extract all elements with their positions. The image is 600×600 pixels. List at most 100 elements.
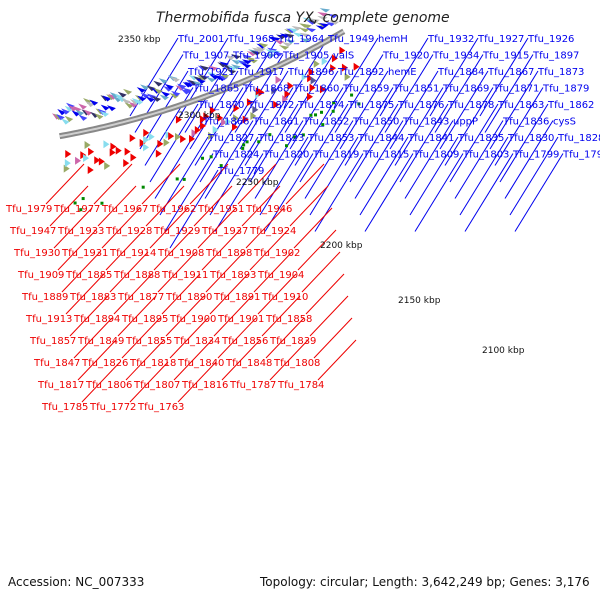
gene-label[interactable]: Tfu_1869 bbox=[442, 84, 489, 95]
gene-label[interactable]: Tfu_1897 bbox=[532, 51, 579, 62]
gene-label[interactable]: Tfu_1872 bbox=[247, 100, 294, 111]
gene-label[interactable]: Tfu_1929 bbox=[153, 226, 200, 237]
gene-label[interactable]: valS bbox=[333, 51, 354, 62]
gene-label[interactable]: Tfu_1909 bbox=[17, 270, 64, 281]
gene-label[interactable]: Tfu_1946 bbox=[245, 204, 292, 215]
gene-label[interactable]: Tfu_1850 bbox=[352, 117, 399, 128]
gene-label[interactable]: Tfu_1968 bbox=[227, 34, 274, 45]
gene-label[interactable]: Tfu_1927 bbox=[477, 34, 524, 45]
gene-label[interactable]: Tfu_1859 bbox=[342, 84, 389, 95]
gene-label[interactable]: Tfu_1977 bbox=[53, 204, 100, 215]
gene-label[interactable]: Tfu_2001 bbox=[177, 34, 224, 45]
gene-label[interactable]: Tfu_1896 bbox=[287, 67, 334, 78]
gene-label[interactable]: Tfu_1871 bbox=[492, 84, 539, 95]
gene-label[interactable]: Tfu_1855 bbox=[125, 336, 172, 347]
gene-label[interactable]: Tfu_1763 bbox=[137, 402, 184, 413]
gene-label[interactable]: Tfu_1895 bbox=[121, 314, 168, 325]
gene-label[interactable]: Tfu_1934 bbox=[432, 51, 479, 62]
gene-label[interactable]: Tfu_1799 bbox=[512, 150, 559, 161]
gene-label[interactable]: Tfu_1890 bbox=[165, 292, 212, 303]
gene-label[interactable]: Tfu_1785 bbox=[41, 402, 88, 413]
gene-label[interactable]: hemE bbox=[388, 67, 417, 78]
gene-label[interactable]: Tfu_1979 bbox=[5, 204, 52, 215]
gene-label[interactable]: Tfu_1894 bbox=[73, 314, 120, 325]
gene-label[interactable]: Tfu_1808 bbox=[273, 358, 320, 369]
gene-label[interactable]: Tfu_1819 bbox=[312, 150, 359, 161]
gene-label[interactable]: Tfu_1884 bbox=[437, 67, 484, 78]
gene-label[interactable]: Tfu_1828 bbox=[557, 133, 600, 144]
gene-label[interactable]: Tfu_1858 bbox=[265, 314, 312, 325]
gene-label[interactable]: Tfu_1784 bbox=[277, 380, 324, 391]
gene-label[interactable]: Tfu_1865 bbox=[192, 84, 239, 95]
gene-label[interactable]: Tfu_1867 bbox=[487, 67, 534, 78]
gene-label[interactable]: Tfu_1856 bbox=[221, 336, 268, 347]
gene-label[interactable]: Tfu_1902 bbox=[253, 248, 300, 259]
gene-label[interactable]: uppP bbox=[453, 117, 478, 128]
gene-label[interactable]: Tfu_1787 bbox=[229, 380, 276, 391]
gene-label[interactable]: Tfu_1816 bbox=[181, 380, 228, 391]
gene-label[interactable]: Tfu_1807 bbox=[133, 380, 180, 391]
gene-label[interactable]: Tfu_1803 bbox=[462, 150, 509, 161]
gene-label[interactable]: Tfu_1852 bbox=[302, 117, 349, 128]
gene-label[interactable]: Tfu_1857 bbox=[29, 336, 76, 347]
gene-label[interactable]: hemH bbox=[378, 34, 408, 45]
gene-label[interactable]: Tfu_1824 bbox=[212, 150, 259, 161]
gene-label[interactable]: Tfu_1932 bbox=[427, 34, 474, 45]
gene-label[interactable]: Tfu_1917 bbox=[237, 67, 284, 78]
gene-label[interactable]: Tfu_1840 bbox=[177, 358, 224, 369]
gene-label[interactable]: Tfu_1820 bbox=[262, 150, 309, 161]
gene-label[interactable]: Tfu_1947 bbox=[9, 226, 56, 237]
gene-label[interactable]: Tfu_1962 bbox=[149, 204, 196, 215]
gene-label[interactable]: Tfu_1876 bbox=[397, 100, 444, 111]
gene-label[interactable]: Tfu_1844 bbox=[357, 133, 404, 144]
gene-label[interactable]: Tfu_1900 bbox=[169, 314, 216, 325]
gene-label[interactable]: Tfu_1875 bbox=[347, 100, 394, 111]
gene-label[interactable]: Tfu_1848 bbox=[225, 358, 272, 369]
gene-label[interactable]: Tfu_1861 bbox=[252, 117, 299, 128]
gene-label[interactable]: Tfu_1879 bbox=[542, 84, 589, 95]
gene-label[interactable]: Tfu_1834 bbox=[173, 336, 220, 347]
gene-label[interactable]: Tfu_1931 bbox=[61, 248, 108, 259]
gene-label[interactable]: Tfu_1866 bbox=[202, 117, 249, 128]
gene-label[interactable]: Tfu_1898 bbox=[205, 248, 252, 259]
gene-label[interactable]: cysS bbox=[553, 117, 576, 128]
gene-label[interactable]: Tfu_1924 bbox=[249, 226, 296, 237]
gene-label[interactable]: Tfu_1905 bbox=[282, 51, 329, 62]
gene-label[interactable]: Tfu_1951 bbox=[197, 204, 244, 215]
gene-label[interactable]: Tfu_1839 bbox=[269, 336, 316, 347]
gene-label[interactable]: Tfu_1835 bbox=[457, 133, 504, 144]
gene-label[interactable]: Tfu_1914 bbox=[109, 248, 156, 259]
gene-label[interactable]: Tfu_1928 bbox=[105, 226, 152, 237]
gene-label[interactable]: Tfu_1910 bbox=[261, 292, 308, 303]
gene-label[interactable]: Tfu_1843 bbox=[402, 117, 449, 128]
gene-label[interactable]: Tfu_1841 bbox=[407, 133, 454, 144]
gene-label[interactable]: Tfu_1870 bbox=[197, 100, 244, 111]
gene-label[interactable]: Tfu_1906 bbox=[232, 51, 279, 62]
gene-label[interactable]: Tfu_1911 bbox=[161, 270, 208, 281]
gene-label[interactable]: Tfu_1862 bbox=[547, 100, 594, 111]
gene-label[interactable]: Tfu_1877 bbox=[117, 292, 164, 303]
gene-label[interactable]: Tfu_1868 bbox=[242, 84, 289, 95]
gene-label[interactable]: Tfu_1907 bbox=[182, 51, 229, 62]
gene-label[interactable]: Tfu_1836 bbox=[502, 117, 549, 128]
gene-label[interactable]: Tfu_1915 bbox=[482, 51, 529, 62]
gene-label[interactable]: Tfu_1921 bbox=[187, 67, 234, 78]
gene-label[interactable]: Tfu_1901 bbox=[217, 314, 264, 325]
gene-label[interactable]: Tfu_1967 bbox=[101, 204, 148, 215]
gene-label[interactable]: Tfu_1847 bbox=[33, 358, 80, 369]
gene-label[interactable]: Tfu_1874 bbox=[297, 100, 344, 111]
gene-label[interactable]: Tfu_1920 bbox=[382, 51, 429, 62]
gene-label[interactable]: Tfu_1806 bbox=[85, 380, 132, 391]
gene-label[interactable]: Tfu_1878 bbox=[447, 100, 494, 111]
gene-label[interactable]: Tfu_1908 bbox=[157, 248, 204, 259]
gene-label[interactable]: Tfu_1933 bbox=[57, 226, 104, 237]
gene-label[interactable]: Tfu_1913 bbox=[25, 314, 72, 325]
gene-label[interactable]: Tfu_1818 bbox=[129, 358, 176, 369]
gene-label[interactable]: Tfu_1863 bbox=[497, 100, 544, 111]
gene-label[interactable]: Tfu_1823 bbox=[257, 133, 304, 144]
gene-label[interactable]: Tfu_1851 bbox=[392, 84, 439, 95]
gene-label[interactable]: Tfu_1883 bbox=[69, 292, 116, 303]
gene-label[interactable]: Tfu_1893 bbox=[209, 270, 256, 281]
gene-label[interactable]: Tfu_1892 bbox=[337, 67, 384, 78]
gene-label[interactable]: Tfu_1873 bbox=[537, 67, 584, 78]
